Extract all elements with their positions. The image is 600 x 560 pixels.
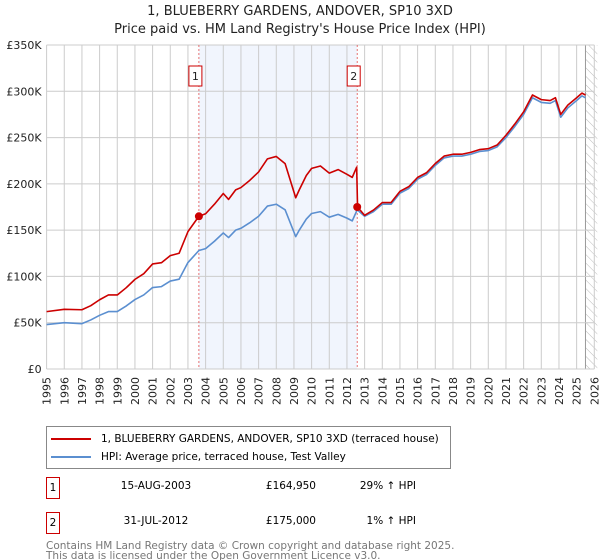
x-tick-label: 2025 xyxy=(571,377,584,405)
transaction-row: 2 31-JUL-2012 £175,000 1% ↑ HPI xyxy=(46,512,466,534)
footer-licence: This data is licensed under the Open Gov… xyxy=(46,550,381,560)
legend-label: 1, BLUEBERRY GARDENS, ANDOVER, SP10 3XD … xyxy=(101,433,439,445)
sale-label: 2 xyxy=(350,70,357,83)
x-tick-label: 2012 xyxy=(341,377,354,405)
x-tick-label: 2026 xyxy=(588,377,600,405)
legend-item-property: 1, BLUEBERRY GARDENS, ANDOVER, SP10 3XD … xyxy=(51,431,439,447)
x-tick-label: 2005 xyxy=(217,377,230,405)
x-tick-label: 2004 xyxy=(200,377,213,405)
x-tick-label: 2009 xyxy=(288,377,301,405)
transaction-marker: 1 xyxy=(46,477,60,499)
x-tick-label: 2011 xyxy=(323,377,336,405)
transaction-price: £175,000 xyxy=(265,515,316,527)
x-tick-label: 2017 xyxy=(429,377,442,405)
series-line xyxy=(46,92,586,313)
sale-label-box xyxy=(346,65,361,87)
legend: 1, BLUEBERRY GARDENS, ANDOVER, SP10 3XD … xyxy=(46,426,451,469)
x-tick-label: 2023 xyxy=(535,377,548,405)
x-tick-label: 1999 xyxy=(111,377,124,405)
x-tick-label: 2001 xyxy=(147,377,160,405)
x-tick-label: 1995 xyxy=(41,377,54,405)
legend-label: HPI: Average price, terraced house, Test… xyxy=(101,451,346,463)
transaction-hpi: 29% ↑ HPI xyxy=(359,480,416,492)
legend-swatch-red xyxy=(51,438,91,440)
series-line xyxy=(46,95,586,326)
x-tick-label: 2016 xyxy=(412,377,425,405)
x-tick-label: 2002 xyxy=(164,377,177,405)
forecast-hatch xyxy=(585,45,598,369)
x-tick-label: 2014 xyxy=(376,377,389,405)
x-tick-label: 2010 xyxy=(306,377,319,405)
y-tick-label: £0 xyxy=(28,363,42,376)
y-tick-label: £350K xyxy=(6,39,42,52)
x-tick-label: 1997 xyxy=(76,377,89,405)
x-tick-label: 2021 xyxy=(500,377,513,405)
chart-title: 1, BLUEBERRY GARDENS, ANDOVER, SP10 3XD xyxy=(147,4,453,19)
x-tick-label: 2018 xyxy=(447,377,460,405)
x-tick-label: 2020 xyxy=(482,377,495,405)
y-tick-label: £100K xyxy=(6,270,42,283)
transaction-date: 31-JUL-2012 xyxy=(123,515,189,527)
transaction-hpi: 1% ↑ HPI xyxy=(366,515,416,527)
y-tick-label: £150K xyxy=(6,224,42,237)
x-tick-label: 1998 xyxy=(94,377,107,405)
y-tick-label: £250K xyxy=(6,132,42,145)
y-tick-label: £200K xyxy=(6,178,42,191)
sale-point xyxy=(194,212,203,221)
sale-label-box xyxy=(188,65,203,87)
transaction-row: 1 15-AUG-2003 £164,950 29% ↑ HPI xyxy=(46,477,466,499)
shaded-period xyxy=(198,45,358,369)
x-tick-label: 2003 xyxy=(182,377,195,405)
x-tick-label: 2000 xyxy=(129,377,142,405)
x-tick-label: 2007 xyxy=(253,377,266,405)
x-tick-label: 1996 xyxy=(58,377,71,405)
x-tick-label: 2024 xyxy=(553,377,566,405)
y-tick-label: £50K xyxy=(13,317,42,330)
transaction-date: 15-AUG-2003 xyxy=(120,480,192,492)
x-tick-label: 2008 xyxy=(270,377,283,405)
x-tick-label: 2019 xyxy=(465,377,478,405)
y-tick-label: £300K xyxy=(6,85,42,98)
transaction-marker: 2 xyxy=(46,512,60,534)
chart-subtitle: Price paid vs. HM Land Registry's House … xyxy=(114,22,486,37)
legend-swatch-blue xyxy=(51,456,91,458)
price-chart: 1995 1996 1997 1998 1999 2000 2001 2002 2003 2004… xyxy=(6,39,600,405)
legend-item-hpi: HPI: Average price, terraced house, Test… xyxy=(51,449,346,465)
x-tick-label: 2015 xyxy=(394,377,407,405)
transaction-price: £164,950 xyxy=(265,480,316,492)
x-tick-label: 2006 xyxy=(235,377,248,405)
footer-copyright: Contains HM Land Registry data © Crown c… xyxy=(46,540,455,552)
x-tick-label: 2022 xyxy=(518,377,531,405)
x-tick-label: 2013 xyxy=(359,377,372,405)
sale-point xyxy=(353,203,362,211)
sale-label: 1 xyxy=(192,70,199,83)
